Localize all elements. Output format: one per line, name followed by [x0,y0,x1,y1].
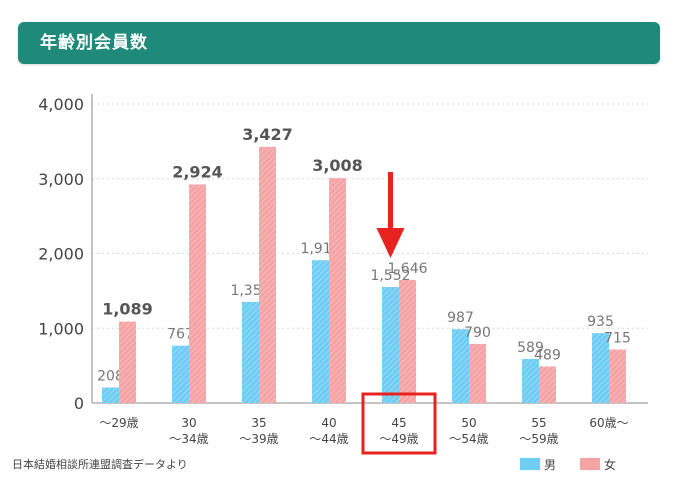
x-tick-label: 〜34歳 [169,432,208,446]
highlight-box [361,392,437,455]
legend-item-male: 男 [520,456,556,473]
chart-header: 年齢別会員数 [18,22,660,64]
arrow-shaft [388,172,393,230]
x-tick-label: 30 [181,416,196,430]
bar-female [329,178,346,403]
value-label-male: 987 [447,310,474,326]
x-tick-label: 〜39歳 [239,432,278,446]
legend-swatch-female [580,458,600,470]
value-label-male: 589 [517,340,544,356]
chart-title: 年齢別会員数 [40,33,148,53]
x-tick-label: 55 [531,416,546,430]
x-tick-label: 〜49歳 [379,432,418,446]
value-label-male: 767 [167,327,194,343]
bar-female [609,349,626,403]
source-note: 日本結婚相談所連盟調査データより [12,458,188,471]
bar-male [172,345,189,403]
y-tick-label: 3,000 [38,170,84,189]
x-tick-label: 35 [251,416,266,430]
bar-male [382,286,399,403]
legend-label-male: 男 [544,458,557,472]
y-tick-label: 2,000 [38,245,84,264]
bar-female [119,321,136,403]
y-tick-label: 4,000 [38,95,84,114]
bar-male [312,260,329,403]
x-tick-label: 〜59歳 [519,432,558,446]
y-tick-label: 0 [74,394,84,413]
legend-item-female: 女 [580,456,616,473]
bar-male [452,329,469,403]
x-tick-label: 45 [391,416,406,430]
value-label-female: 2,924 [172,162,223,181]
value-label-female: 790 [464,325,491,341]
bar-female [259,146,276,403]
x-tick-label: 60歳〜 [589,416,628,430]
x-tick-label: 40 [321,416,336,430]
value-label-male: 935 [587,314,614,330]
x-tick-label: 〜54歳 [449,432,488,446]
y-tick-label: 1,000 [38,319,84,338]
bar-male [102,387,119,403]
bar-male [242,301,259,403]
x-tick-label: 〜29歳 [99,416,138,430]
value-label-female: 1,089 [102,300,153,319]
bar-female [469,343,486,403]
bar-male [592,333,609,403]
bar-male [522,358,539,403]
value-label-female: 715 [604,331,631,347]
legend-swatch-male [520,458,540,470]
legend-label-female: 女 [604,458,617,472]
x-tick-label: 〜44歳 [309,432,348,446]
bar-female [539,366,556,403]
arrow-head [376,228,405,258]
x-tick-label: 50 [461,416,476,430]
value-label-female: 3,427 [242,125,293,144]
bar-female [399,279,416,403]
value-label-female: 3,008 [312,156,363,175]
value-label-male: 208 [97,368,124,384]
value-label-female: 1,646 [387,261,427,277]
bar-female [189,184,206,403]
value-label-female: 489 [534,347,561,363]
